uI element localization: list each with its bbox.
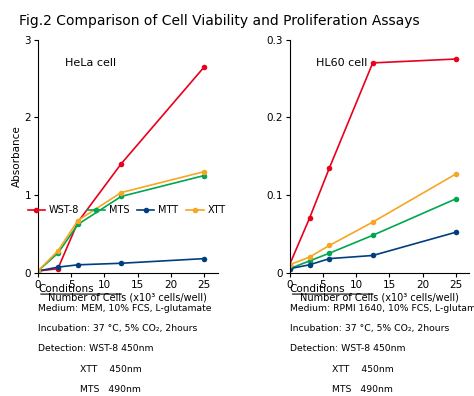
X-axis label: Number of Cells (x10³ cells/well): Number of Cells (x10³ cells/well) <box>300 292 459 302</box>
Text: MTS   490nm: MTS 490nm <box>290 385 392 394</box>
Text: HeLa cell: HeLa cell <box>65 58 116 68</box>
Text: HL60 cell: HL60 cell <box>317 58 368 68</box>
Text: Fig.2 Comparison of Cell Viability and Proliferation Assays: Fig.2 Comparison of Cell Viability and P… <box>19 14 419 28</box>
Text: Medium: MEM, 10% FCS, L-glutamate: Medium: MEM, 10% FCS, L-glutamate <box>38 304 211 313</box>
X-axis label: Number of Cells (x10³ cells/well): Number of Cells (x10³ cells/well) <box>48 292 207 302</box>
Text: Conditions: Conditions <box>290 284 345 294</box>
Text: Detection: WST-8 450nm: Detection: WST-8 450nm <box>290 345 405 353</box>
Text: Incubation: 37 °C, 5% CO₂, 2hours: Incubation: 37 °C, 5% CO₂, 2hours <box>290 324 449 333</box>
Text: MTS   490nm: MTS 490nm <box>38 385 141 394</box>
Text: Detection: WST-8 450nm: Detection: WST-8 450nm <box>38 345 154 353</box>
Text: Incubation: 37 °C, 5% CO₂, 2hours: Incubation: 37 °C, 5% CO₂, 2hours <box>38 324 197 333</box>
Text: Medium: RPMI 1640, 10% FCS, L-glutamate: Medium: RPMI 1640, 10% FCS, L-glutamate <box>290 304 474 313</box>
Text: Conditions: Conditions <box>38 284 93 294</box>
Legend: WST-8, MTS, MTT, XTT: WST-8, MTS, MTT, XTT <box>24 201 229 219</box>
Text: XTT    450nm: XTT 450nm <box>38 364 142 373</box>
Text: XTT    450nm: XTT 450nm <box>290 364 393 373</box>
Y-axis label: Absorbance: Absorbance <box>11 125 22 187</box>
